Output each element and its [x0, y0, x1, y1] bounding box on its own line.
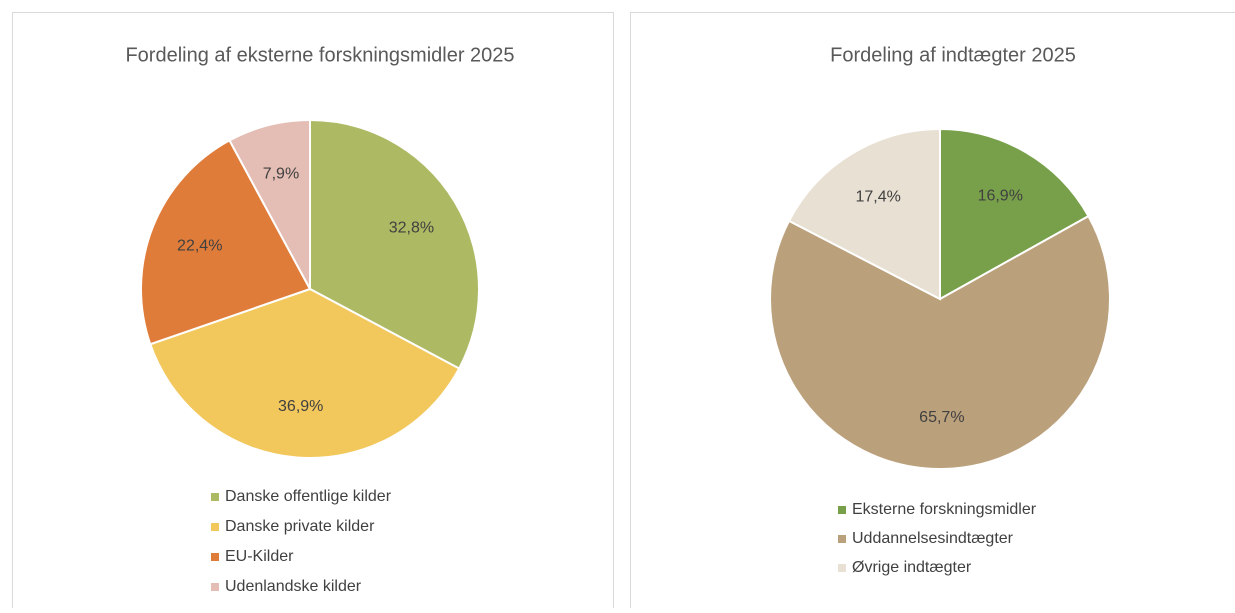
data-label: 16,9%: [978, 188, 1023, 205]
chart-title: Fordeling af eksterne forskningsmidler 2…: [125, 44, 514, 66]
chart-title: Fordeling af indtægter 2025: [830, 44, 1076, 66]
legend-swatch: [838, 535, 846, 543]
legend-swatch: [211, 523, 219, 531]
legend-swatch: [211, 553, 219, 561]
legend-label: Udenlandske kilder: [225, 578, 362, 595]
data-label: 17,4%: [855, 189, 900, 206]
legend-label: Danske private kilder: [225, 518, 375, 535]
legend-swatch: [838, 506, 846, 514]
legend-label: Uddannelsesindtægter: [852, 530, 1014, 547]
data-label: 22,4%: [177, 237, 222, 254]
legend-label: EU-Kilder: [225, 548, 294, 565]
data-label: 7,9%: [263, 166, 299, 183]
legend-swatch: [838, 564, 846, 572]
data-label: 36,9%: [278, 398, 323, 415]
data-label: 65,7%: [919, 409, 964, 426]
legend-swatch: [211, 493, 219, 501]
data-label: 32,8%: [389, 219, 434, 236]
legend-swatch: [211, 583, 219, 591]
legend-label: Eksterne forskningsmidler: [852, 501, 1037, 518]
legend-label: Øvrige indtægter: [852, 559, 972, 576]
legend-label: Danske offentlige kilder: [225, 488, 392, 505]
